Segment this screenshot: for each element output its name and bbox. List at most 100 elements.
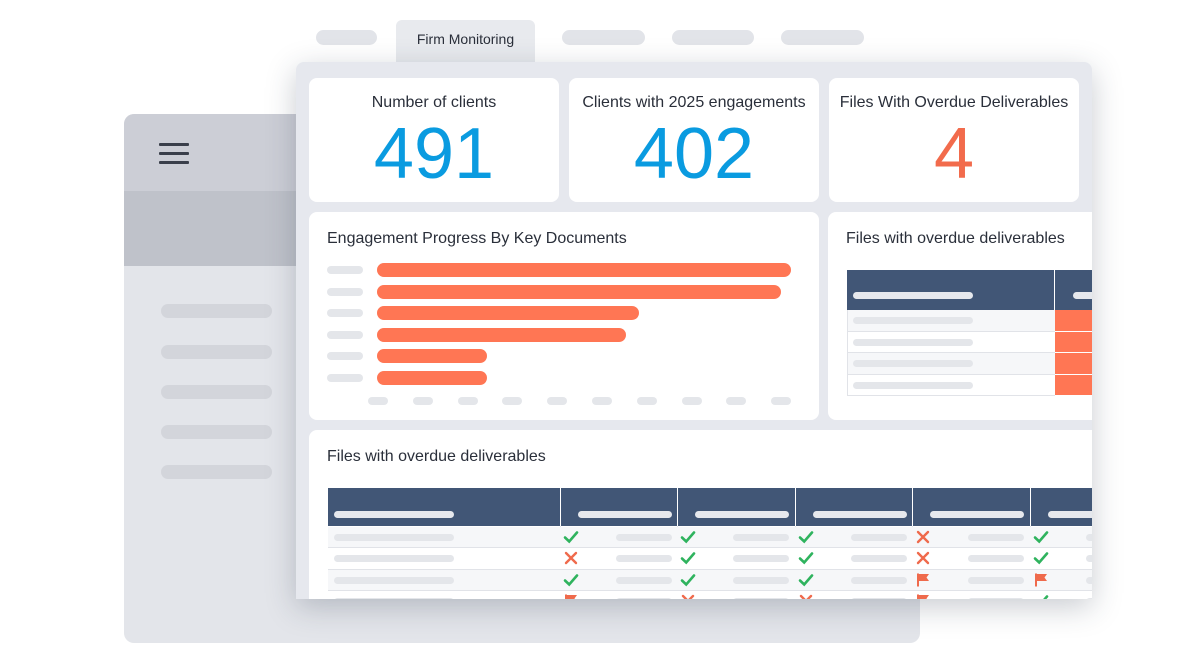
overdue-indicator-cell	[1055, 310, 1092, 331]
tab-placeholder-2[interactable]	[562, 30, 645, 45]
cell-placeholder	[851, 555, 907, 563]
progress-bar[interactable]	[377, 349, 487, 363]
table-row[interactable]	[328, 569, 1092, 591]
header-placeholder	[930, 511, 1024, 518]
cross-icon	[680, 593, 696, 599]
cell-placeholder	[733, 555, 789, 563]
overdue-deliverables-table: Files with overdue deliverables	[309, 430, 1092, 599]
kpi-label: Number of clients	[371, 94, 497, 111]
cell-placeholder	[853, 317, 973, 324]
cell-placeholder	[1086, 534, 1092, 541]
flag-icon	[915, 572, 931, 588]
kpi-value: 402	[633, 114, 755, 194]
table-row[interactable]	[328, 548, 1092, 570]
cross-icon	[915, 550, 931, 566]
progress-bar[interactable]	[377, 263, 791, 277]
kpi-card-overdue: Files With Overdue Deliverables 4	[829, 78, 1079, 202]
flag-icon	[915, 593, 931, 599]
kpi-value: 4	[933, 114, 975, 194]
bar-label-placeholder	[327, 287, 363, 296]
cell-placeholder	[968, 534, 1024, 541]
check-icon	[1033, 529, 1049, 545]
check-icon	[1033, 550, 1049, 566]
cell-placeholder	[733, 534, 789, 541]
cell-placeholder	[616, 534, 672, 541]
check-icon	[563, 572, 579, 588]
cross-icon	[798, 593, 814, 599]
hamburger-menu-icon[interactable]	[159, 143, 189, 165]
cell-placeholder	[733, 597, 789, 599]
x-tick-placeholder	[547, 397, 568, 405]
cell-placeholder	[334, 576, 454, 584]
check-icon	[1033, 593, 1049, 599]
bar-label-placeholder	[327, 352, 363, 360]
cross-icon	[563, 550, 579, 566]
x-tick-placeholder	[502, 397, 523, 405]
cell-placeholder	[968, 555, 1024, 563]
cell-placeholder	[1086, 576, 1092, 584]
tab-placeholder-4[interactable]	[781, 30, 864, 45]
x-tick-placeholder	[412, 397, 433, 405]
check-icon	[680, 550, 696, 566]
header-placeholder	[1073, 292, 1092, 299]
kpi-card-clients: Number of clients 491	[309, 78, 559, 202]
card-title: Files with overdue deliverables	[846, 230, 1065, 247]
bar-label-placeholder	[327, 330, 363, 339]
tab-placeholder-3[interactable]	[672, 30, 754, 45]
overdue-indicator-cell	[1055, 353, 1092, 374]
x-tick-placeholder	[457, 397, 478, 405]
cell-placeholder	[968, 576, 1024, 584]
nav-placeholder[interactable]	[161, 304, 272, 318]
tab-firm-monitoring[interactable]: Firm Monitoring	[396, 20, 535, 62]
table-header	[328, 488, 1092, 526]
dashboard-panel: Number of clients 491 Clients with 2025 …	[296, 62, 1092, 599]
table-header	[847, 270, 1092, 310]
x-tick-placeholder	[771, 397, 792, 405]
engagement-progress-chart: Engagement Progress By Key Documents	[309, 212, 819, 420]
tab-placeholder-1[interactable]	[316, 30, 377, 45]
cross-icon	[915, 529, 931, 545]
table-row[interactable]	[328, 590, 1092, 599]
check-icon	[798, 572, 814, 588]
header-placeholder	[695, 511, 789, 518]
check-icon	[798, 529, 814, 545]
table-row[interactable]	[328, 527, 1092, 549]
bar-label-placeholder	[327, 309, 363, 317]
x-tick-placeholder	[368, 397, 388, 405]
header-placeholder	[1048, 511, 1092, 518]
kpi-value: 491	[373, 114, 495, 194]
cell-placeholder	[851, 576, 907, 584]
x-tick-placeholder	[592, 397, 612, 405]
overdue-indicator-cell	[1055, 331, 1092, 352]
cell-placeholder	[1086, 597, 1092, 599]
header-placeholder	[853, 292, 973, 299]
nav-placeholder[interactable]	[161, 465, 272, 479]
cell-placeholder	[853, 381, 973, 389]
x-tick-placeholder	[636, 397, 657, 405]
cell-placeholder	[334, 555, 454, 563]
check-icon	[680, 529, 696, 545]
bar-label-placeholder	[327, 373, 363, 382]
progress-bar[interactable]	[377, 284, 781, 299]
overdue-indicator-cell	[1055, 374, 1092, 395]
cell-placeholder	[733, 576, 789, 584]
kpi-card-engagements: Clients with 2025 engagements 402	[569, 78, 819, 202]
overdue-summary-card: Files with overdue deliverables	[828, 212, 1092, 420]
nav-placeholder[interactable]	[161, 385, 272, 399]
x-tick-placeholder	[681, 397, 702, 405]
flag-icon	[1033, 572, 1049, 588]
progress-bar[interactable]	[377, 306, 640, 320]
cell-placeholder	[616, 597, 672, 599]
progress-bar[interactable]	[377, 327, 627, 342]
nav-placeholder[interactable]	[161, 425, 272, 439]
header-placeholder	[813, 511, 907, 518]
nav-placeholder[interactable]	[161, 345, 272, 359]
cell-placeholder	[853, 360, 973, 367]
check-icon	[798, 550, 814, 566]
progress-bar[interactable]	[377, 370, 487, 385]
kpi-label: Files With Overdue Deliverables	[839, 94, 1069, 111]
cell-placeholder	[334, 597, 454, 599]
flag-icon	[563, 593, 579, 599]
cell-placeholder	[334, 534, 454, 541]
table-title: Files with overdue deliverables	[327, 448, 546, 465]
